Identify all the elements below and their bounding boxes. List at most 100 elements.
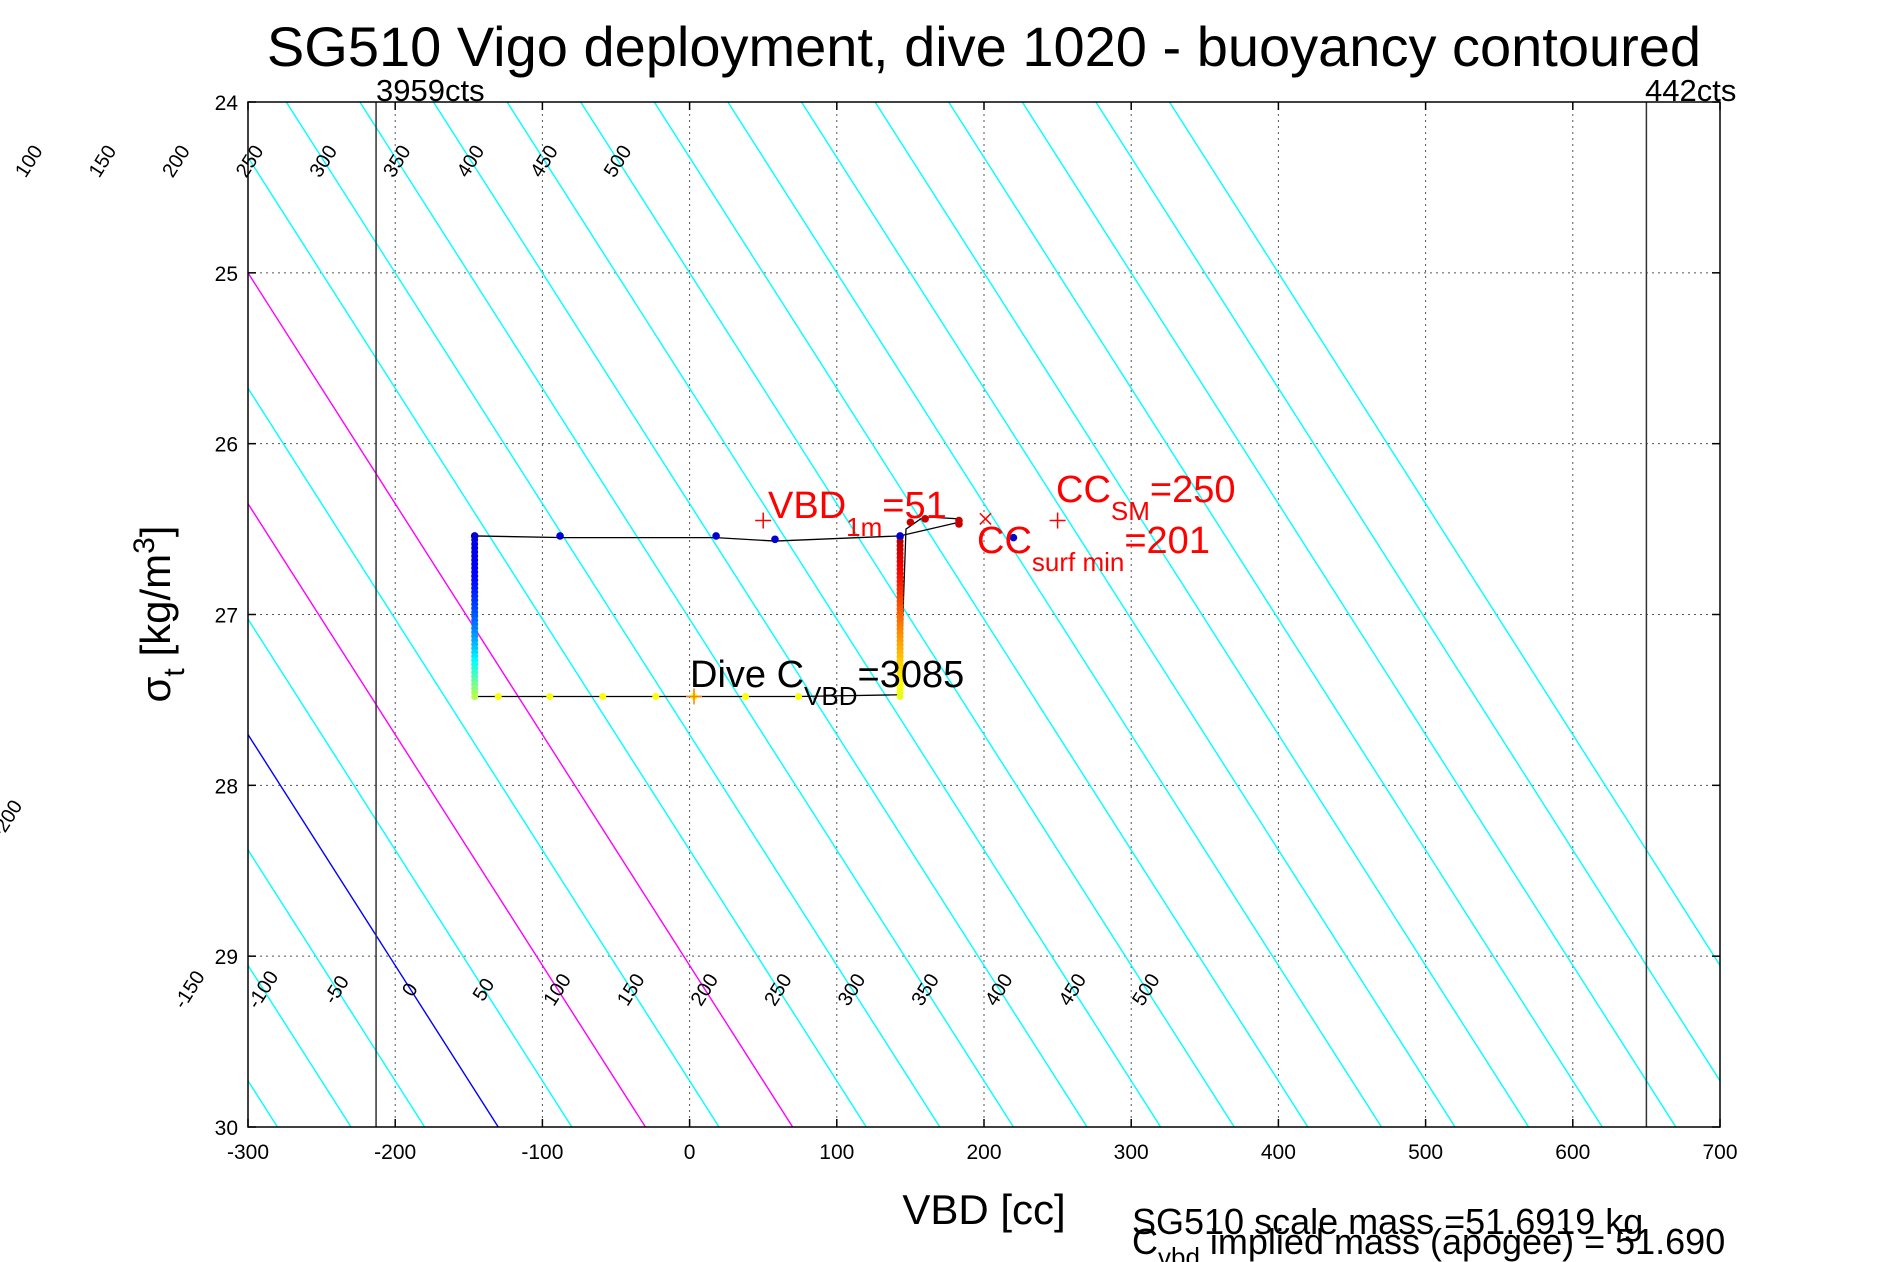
scale-mass-text: SG510 scale mass =51.6919 kg <box>1132 1201 1643 1242</box>
dive-point <box>556 532 564 540</box>
dive-track-line <box>474 516 960 698</box>
x-tick-label: 700 <box>1702 1141 1737 1164</box>
dive-point <box>471 693 479 700</box>
contour-line <box>1095 102 1720 1083</box>
contour-label: 400 <box>981 970 1017 1010</box>
dive-point <box>896 693 904 700</box>
y-tick-label: 29 <box>215 946 238 969</box>
contour-line <box>580 102 1235 1127</box>
contour-label: 100 <box>11 141 47 181</box>
contour-line <box>948 102 1603 1127</box>
ccsurfmin-annotation: CCsurf min=201 <box>977 520 1210 577</box>
x-axis-label: VBD [cc] <box>902 1186 1065 1233</box>
dive-point <box>1009 533 1018 542</box>
contour-label: 250 <box>232 141 268 181</box>
vbd1m-annotation: VBD1m=51 <box>768 485 947 542</box>
contour-line <box>1021 102 1677 1127</box>
contour-line <box>248 617 573 1127</box>
y-axis-label-superscript: 3 <box>128 537 161 554</box>
contour-label: 300 <box>834 970 870 1010</box>
dive-point <box>652 693 660 700</box>
contour-line <box>248 733 499 1127</box>
contour-label: -100 <box>243 967 283 1013</box>
dive-point <box>599 693 607 700</box>
contour-label: 200 <box>158 141 194 181</box>
y-tick-label: 30 <box>215 1117 238 1140</box>
y-axis-label-symbol: σ <box>132 676 179 702</box>
contour-line <box>248 848 426 1127</box>
contour-line <box>248 502 647 1127</box>
x-tick-label: 0 <box>684 1141 696 1164</box>
contour-label: 150 <box>85 141 121 181</box>
contour-label: 300 <box>306 141 342 181</box>
ccsurfmin-annotation-main: CC <box>977 520 1032 562</box>
ccsm-annotation-main: CC <box>1056 469 1111 511</box>
right-count-label: 442cts <box>1645 73 1736 108</box>
dive-cvbd-annotation-sub: VBD <box>804 681 857 711</box>
vbd1m-annotation-main: VBD <box>768 485 846 527</box>
contour-label: -50 <box>320 972 354 1008</box>
y-tick-label: 28 <box>215 775 238 798</box>
contour-line <box>653 102 1309 1127</box>
contour-label: 150 <box>613 970 649 1010</box>
count-limit-lines <box>375 102 1648 1127</box>
ccsm-annotation-value: =250 <box>1150 469 1236 511</box>
grid-lines <box>248 102 1720 1127</box>
y-tick-label: 24 <box>215 92 239 115</box>
x-tick-label: -100 <box>521 1141 563 1164</box>
contour-label: 450 <box>526 141 562 181</box>
contour-label: 50 <box>469 975 500 1006</box>
dive-point <box>955 520 963 528</box>
dive-point <box>896 532 904 540</box>
dive-point <box>742 693 750 700</box>
contour-label: 500 <box>1128 970 1164 1010</box>
vbd1m-annotation-value: =51 <box>882 485 946 527</box>
contour-line <box>285 102 941 1127</box>
x-tick-label: 300 <box>1114 1141 1149 1164</box>
x-tick-label: -200 <box>374 1141 416 1164</box>
contour-label: 200 <box>687 970 723 1010</box>
contour-line <box>359 102 1015 1127</box>
contour-line <box>800 102 1456 1127</box>
contour-line <box>727 102 1383 1127</box>
dive-point <box>494 693 502 700</box>
dive-point <box>470 532 479 540</box>
x-tick-label: -300 <box>227 1141 269 1164</box>
chart-title: SG510 Vigo deployment, dive 1020 - buoya… <box>267 15 1701 78</box>
implied-mass-rest: implied mass (apogee) = 51.690 <box>1200 1221 1725 1262</box>
dive-points <box>470 515 1018 700</box>
contour-label: 100 <box>539 970 575 1010</box>
dive-point <box>795 693 803 700</box>
x-tick-label: 100 <box>819 1141 854 1164</box>
ccsm-annotation: CCSM=250 <box>1056 469 1235 526</box>
contour-line <box>248 386 720 1127</box>
markers <box>686 512 1066 705</box>
dive-point <box>906 518 915 527</box>
y-axis-label-unit: [kg/m <box>132 554 179 668</box>
contour-label: 350 <box>379 141 415 181</box>
y-tick-label: 27 <box>215 605 238 628</box>
left-count-label: 3959cts <box>376 73 485 108</box>
contour-label: 500 <box>600 141 636 181</box>
ccsurfmin-annotation-sub: surf min <box>1032 547 1124 577</box>
contour-line <box>248 156 867 1127</box>
x-tick-label: 600 <box>1555 1141 1590 1164</box>
x-tick-label: 200 <box>966 1141 1001 1164</box>
contour-line <box>874 102 1530 1127</box>
ccsurfmin-annotation-value: =201 <box>1124 520 1210 562</box>
dive-point <box>712 532 720 540</box>
contour-line <box>1168 102 1720 967</box>
y-axis-ticks: 24 25 26 27 28 29 30 <box>215 92 1720 1140</box>
contour-label: 350 <box>907 970 943 1010</box>
y-axis-label-close: ] <box>132 526 179 538</box>
implied-mass-sub: vbd <box>1158 1242 1200 1262</box>
contour-label: 450 <box>1055 970 1091 1010</box>
dive-point <box>771 535 779 544</box>
contour-label: 250 <box>760 970 796 1010</box>
contour-label: -150 <box>170 967 210 1013</box>
dive-track <box>474 516 960 698</box>
y-axis-label-subscript: t <box>158 668 191 677</box>
contour-label: -200 <box>0 796 27 842</box>
dive-cvbd-annotation-main: Dive C <box>690 654 804 696</box>
